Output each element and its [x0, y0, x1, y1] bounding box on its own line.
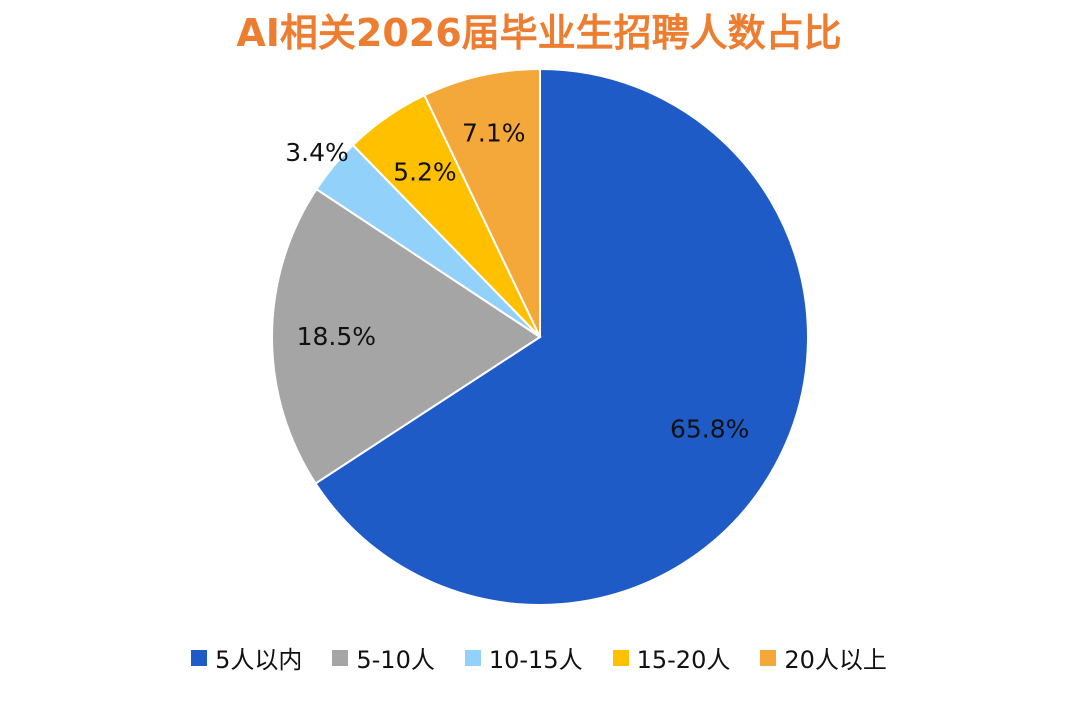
pie-slice-labels: 65.8% 18.5% 3.4% 5.2%7.1% [285, 119, 749, 444]
label-15-20: 5.2% [393, 158, 457, 187]
legend-item-5-10: 5-10人 [332, 640, 435, 675]
legend-item-10-15: 10-15人 [464, 640, 583, 675]
legend-label: 5人以内 [215, 646, 303, 674]
legend-label: 15-20人 [636, 646, 731, 674]
chart-title: AI相关2026届毕业生招聘人数占比 [236, 11, 842, 55]
slice-5-or-fewer [314, 67, 809, 606]
slice-5-10 [271, 187, 542, 485]
legend-swatch [464, 649, 481, 666]
label-5-10: 18.5% [297, 322, 376, 351]
legend-label: 5-10人 [356, 646, 435, 674]
legend-label: 10-15人 [488, 646, 583, 674]
legend-swatch [191, 649, 208, 666]
label-10-15: 3.4% [285, 138, 349, 167]
label-5-or-fewer: 65.8% [670, 414, 749, 443]
legend-item-15-20: 15-20人 [612, 640, 731, 675]
pie-slices [271, 67, 809, 606]
legend-swatch [760, 649, 777, 666]
slice-20-plus [423, 67, 541, 338]
label-20-plus: 7.1% [462, 119, 526, 148]
chart-legend: 5人以内 5-10人 10-15人 15-20人 20人以上 [0, 640, 1078, 675]
legend-item-20-plus: 20人以上 [760, 640, 887, 675]
legend-item-5-or-fewer: 5人以内 [191, 640, 302, 675]
pie-chart: 65.8% 18.5% 3.4% 5.2%7.1% [271, 67, 809, 606]
legend-swatch [332, 649, 349, 666]
legend-swatch [612, 649, 629, 666]
legend-label: 20人以上 [784, 646, 887, 674]
